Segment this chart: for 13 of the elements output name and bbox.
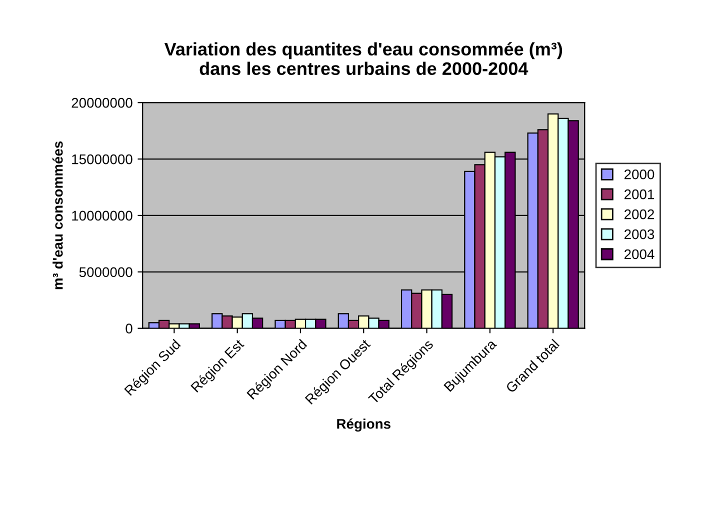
chart-title: Variation des quantites d'eau consommée (m³) dans les centres urbains de 2000-2004 (164, 42, 562, 75)
y-tick-label: 10000000 (72, 210, 132, 221)
legend-label: 2002 (624, 209, 654, 220)
x-axis-title: Régions (337, 418, 390, 432)
legend-label: 2000 (624, 169, 654, 180)
y-tick-label: 15000000 (72, 154, 132, 164)
legend-label: 2003 (624, 229, 654, 240)
legend-label: 2001 (624, 189, 654, 200)
y-tick-label: 0 (126, 324, 132, 334)
y-tick-label: 5000000 (79, 267, 132, 278)
y-axis-title: m³ d'eau consommées (52, 141, 63, 290)
legend-label: 2004 (624, 249, 654, 260)
y-tick-label: 20000000 (72, 98, 132, 108)
